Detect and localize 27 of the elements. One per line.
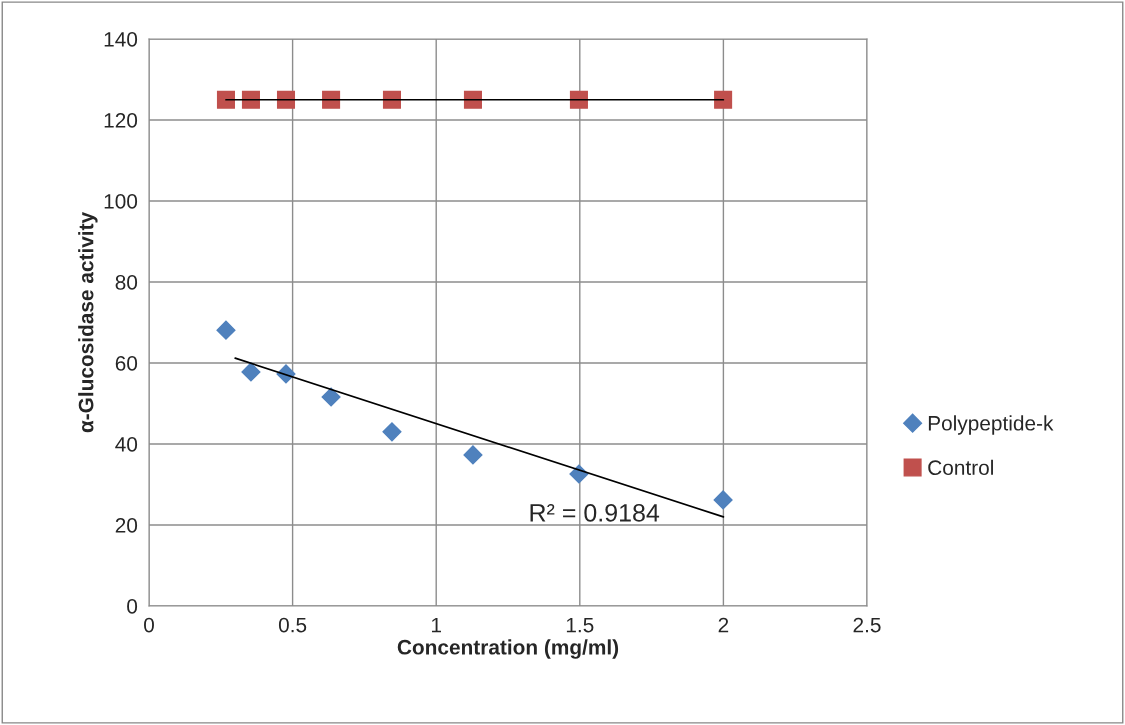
y-tick-label: 120 xyxy=(104,113,138,128)
x-tick-label: 1 xyxy=(432,617,441,633)
y-tick-label: 40 xyxy=(115,437,138,452)
point xyxy=(714,90,733,109)
point xyxy=(713,490,733,510)
legend-label: Control xyxy=(928,459,993,476)
y-tick-label: 20 xyxy=(115,518,138,533)
point xyxy=(321,387,341,407)
point xyxy=(216,90,235,109)
y-tick-label: 60 xyxy=(115,356,138,371)
y-tick-label: 100 xyxy=(104,194,138,209)
y-tick-label: 0 xyxy=(127,599,138,614)
y-tick-label: 140 xyxy=(104,32,138,47)
y-tick-label: 80 xyxy=(115,275,138,290)
point xyxy=(241,362,261,382)
x-tick-label: 0 xyxy=(144,617,154,633)
point xyxy=(382,422,402,442)
x-tick-label: 1.5 xyxy=(566,617,594,633)
point xyxy=(463,445,483,465)
legend-label: Polypeptide-k xyxy=(928,415,1054,435)
x-axis-title: Concentration (mg/ml) xyxy=(397,639,619,659)
x-tick-label: 2.5 xyxy=(853,617,881,633)
x-tick-label: 0.5 xyxy=(278,617,307,633)
y-axis-title: α-Glucosidase activity xyxy=(78,211,98,433)
point xyxy=(216,320,236,340)
x-tick-label: 2 xyxy=(718,617,729,633)
annotation: R² = 0.9184 xyxy=(530,503,660,522)
